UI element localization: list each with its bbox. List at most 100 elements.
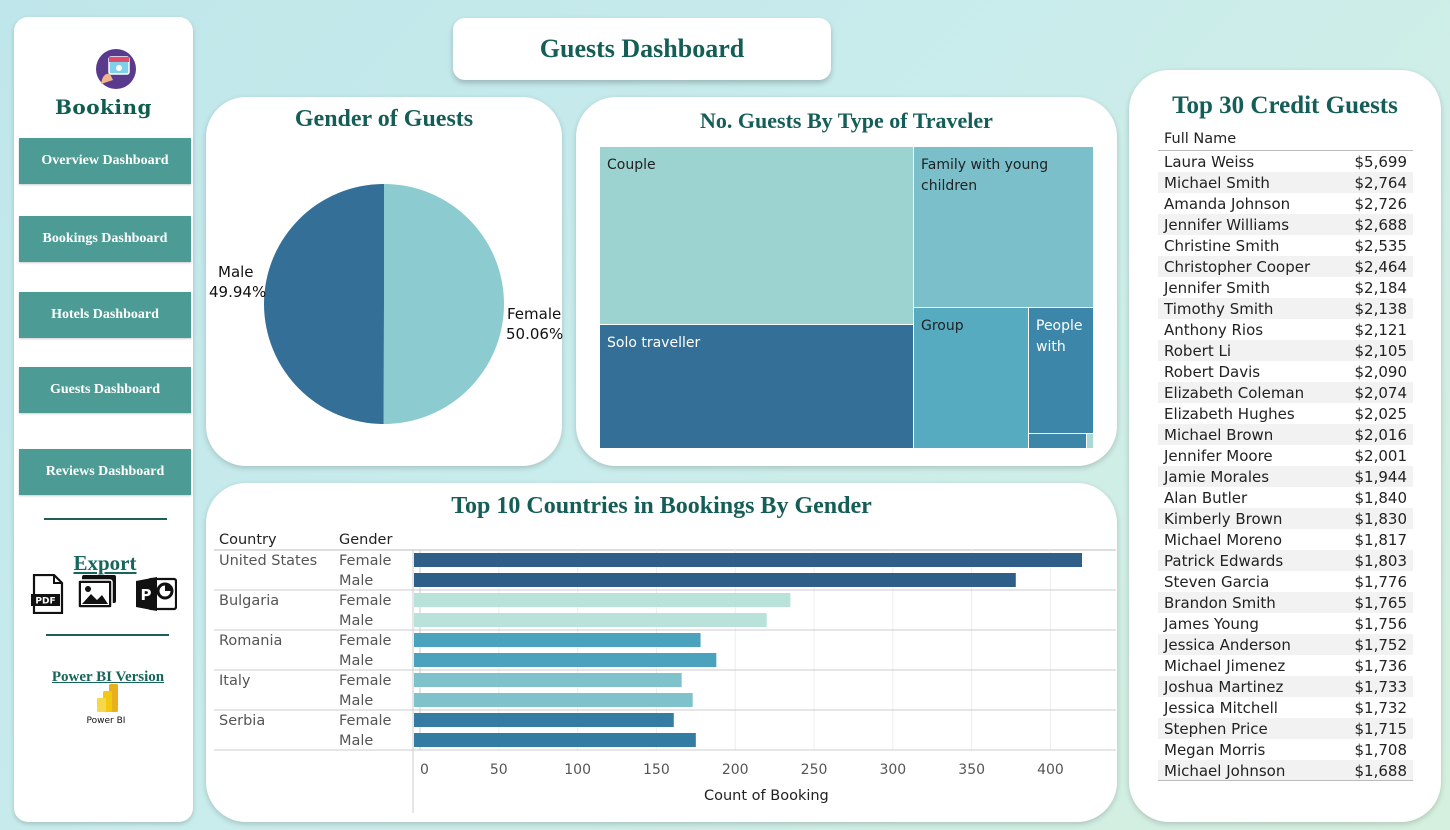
gender-label: Male [339, 693, 373, 709]
guest-name: Amanda Johnson [1164, 194, 1291, 213]
guest-name: Robert Davis [1164, 362, 1261, 381]
table-row[interactable]: Michael Jimenez $1,736 [1158, 655, 1413, 676]
table-row[interactable]: Michael Smith $2,764 [1158, 172, 1413, 193]
gender-label: Female [339, 553, 392, 569]
credit-amount: $1,733 [1354, 677, 1408, 696]
table-row[interactable]: Michael Brown $2,016 [1158, 424, 1413, 445]
treemap-cell-group[interactable]: Group [914, 308, 1029, 449]
table-row[interactable]: Jennifer Williams $2,688 [1158, 214, 1413, 235]
credit-amount: $2,001 [1354, 446, 1408, 465]
svg-text:P: P [141, 586, 152, 604]
x-tick-label: 250 [801, 762, 828, 778]
credit-amount: $5,699 [1354, 152, 1408, 171]
table-row[interactable]: Michael Johnson $1,688 [1158, 760, 1413, 781]
brand-name: Booking [54, 95, 153, 119]
bar[interactable] [414, 613, 767, 627]
table-row[interactable]: Christopher Cooper $2,464 [1158, 256, 1413, 277]
country-label: Italy [219, 673, 251, 689]
guest-name: Jessica Mitchell [1164, 698, 1278, 717]
guest-name: Michael Jimenez [1164, 656, 1286, 675]
bar[interactable] [414, 653, 717, 667]
bar[interactable] [414, 693, 693, 707]
gender-label: Male [339, 733, 373, 749]
table-row[interactable]: Steven Garcia $1,776 [1158, 571, 1413, 592]
guest-name: Jennifer Williams [1164, 215, 1290, 234]
powerpoint-icon[interactable]: P [135, 575, 177, 613]
treemap-cell-other[interactable] [1029, 434, 1087, 449]
image-icon[interactable] [76, 574, 118, 612]
credit-amount: $2,016 [1354, 425, 1408, 444]
credit-amount: $2,184 [1354, 278, 1408, 297]
table-row[interactable]: Jennifer Moore $2,001 [1158, 445, 1413, 466]
bar[interactable] [414, 573, 1016, 587]
guest-name: Elizabeth Hughes [1164, 404, 1295, 423]
treemap-cell-family[interactable]: Family with young children [914, 147, 1094, 308]
bar[interactable] [414, 633, 701, 647]
credit-amount: $2,090 [1354, 362, 1408, 381]
page-title: Guests Dashboard [453, 18, 831, 80]
table-row[interactable]: Elizabeth Hughes $2,025 [1158, 403, 1413, 424]
pie-slice-male[interactable] [263, 184, 384, 424]
guest-name: Christopher Cooper [1164, 257, 1311, 276]
nav-reviews-dashboard[interactable]: Reviews Dashboard [19, 449, 191, 495]
table-row[interactable]: Elizabeth Coleman $2,074 [1158, 382, 1413, 403]
bar[interactable] [414, 713, 674, 727]
gender-label: Male [339, 613, 373, 629]
table-row[interactable]: Timothy Smith $2,138 [1158, 298, 1413, 319]
table-row[interactable]: James Young $1,756 [1158, 613, 1413, 634]
credit-amount: $1,840 [1354, 488, 1408, 507]
x-tick-label: 50 [490, 762, 508, 778]
axis-title: Count of Booking [704, 788, 829, 804]
booking-logo-icon [96, 49, 136, 89]
table-row[interactable]: Laura Weiss $5,699 [1158, 151, 1413, 172]
treemap-cell-other-small[interactable] [1087, 434, 1094, 449]
table-row[interactable]: Robert Li $2,105 [1158, 340, 1413, 361]
treemap-cell-people-with[interactable]: People with [1029, 308, 1094, 434]
table-row[interactable]: Michael Moreno $1,817 [1158, 529, 1413, 550]
table-row[interactable]: Robert Davis $2,090 [1158, 361, 1413, 382]
credit-amount: $1,944 [1354, 467, 1408, 486]
nav-overview-dashboard[interactable]: Overview Dashboard [19, 138, 191, 184]
pdf-icon[interactable]: PDF [31, 574, 65, 614]
guest-name: Anthony Rios [1164, 320, 1264, 339]
bar[interactable] [414, 553, 1082, 567]
female-percent: 50.06% [506, 325, 564, 343]
bar[interactable] [414, 593, 791, 607]
powerbi-version-link[interactable]: Power BI Version [51, 669, 165, 685]
credit-amount: $1,752 [1354, 635, 1408, 654]
table-row[interactable]: Joshua Martinez $1,733 [1158, 676, 1413, 697]
pie-slice-female[interactable] [383, 184, 504, 424]
credit-amount: $1,776 [1354, 572, 1408, 591]
table-row[interactable]: Patrick Edwards $1,803 [1158, 550, 1413, 571]
table-row[interactable]: Amanda Johnson $2,726 [1158, 193, 1413, 214]
credit-amount: $2,688 [1354, 215, 1408, 234]
table-row[interactable]: Jessica Anderson $1,752 [1158, 634, 1413, 655]
nav-guests-dashboard[interactable]: Guests Dashboard [19, 367, 191, 413]
table-row[interactable]: Anthony Rios $2,121 [1158, 319, 1413, 340]
table-row[interactable]: Jamie Morales $1,944 [1158, 466, 1413, 487]
table-row[interactable]: Kimberly Brown $1,830 [1158, 508, 1413, 529]
treemap-cell-solo[interactable]: Solo traveller [600, 325, 914, 449]
table-row[interactable]: Alan Butler $1,840 [1158, 487, 1413, 508]
x-tick-label: 0 [420, 762, 429, 778]
table-row[interactable]: Megan Morris $1,708 [1158, 739, 1413, 760]
table-row[interactable]: Brandon Smith $1,765 [1158, 592, 1413, 613]
treemap-cell-couple[interactable]: Couple [600, 147, 914, 325]
table-row[interactable]: Jennifer Smith $2,184 [1158, 277, 1413, 298]
table-row[interactable]: Stephen Price $1,715 [1158, 718, 1413, 739]
guest-name: Jennifer Moore [1164, 446, 1273, 465]
bar[interactable] [414, 673, 682, 687]
guest-name: Elizabeth Coleman [1164, 383, 1305, 402]
guest-name: Jamie Morales [1164, 467, 1270, 486]
bar[interactable] [414, 733, 696, 747]
table-row[interactable]: Jessica Mitchell $1,732 [1158, 697, 1413, 718]
credit-col-header: Full Name [1164, 131, 1237, 147]
powerbi-logo-icon[interactable] [93, 682, 123, 718]
traveler-chart-title: No. Guests By Type of Traveler [700, 108, 993, 133]
nav-hotels-dashboard[interactable]: Hotels Dashboard [19, 292, 191, 338]
treemap: Couple Family with young children Solo t… [600, 147, 1094, 449]
table-row[interactable]: Christine Smith $2,535 [1158, 235, 1413, 256]
divider [44, 518, 167, 520]
treemap-label-solo: Solo traveller [607, 335, 701, 351]
nav-bookings-dashboard[interactable]: Bookings Dashboard [19, 216, 191, 262]
